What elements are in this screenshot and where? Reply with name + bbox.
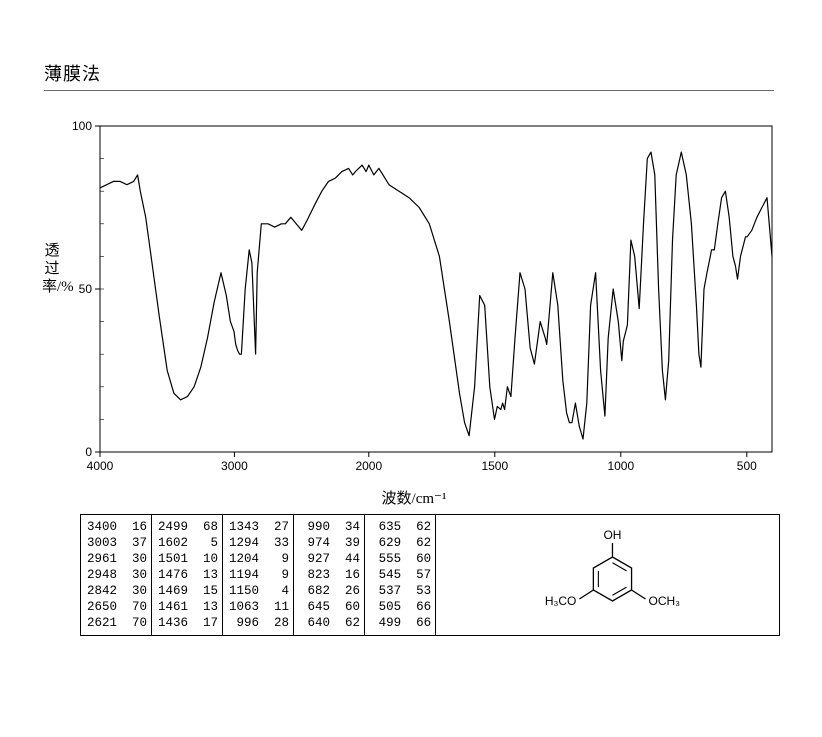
- svg-text:4000: 4000: [87, 459, 114, 473]
- bottom-panel: 3400 16 3003 37 2961 30 2948 30 2842 30 …: [80, 514, 780, 636]
- svg-text:0: 0: [85, 445, 92, 459]
- peak-column: 3400 16 3003 37 2961 30 2948 30 2842 30 …: [81, 515, 152, 635]
- svg-text:OH: OH: [604, 528, 622, 542]
- spectrum-svg: 4000 3000 2000 1500 1000 500 0 50 100: [44, 112, 784, 482]
- svg-text:3000: 3000: [221, 459, 248, 473]
- peak-column: 990 34 974 39 927 44 823 16 682 26 645 6…: [294, 515, 365, 635]
- peak-column: 2499 68 1602 5 1501 10 1476 13 1469 15 1…: [152, 515, 223, 635]
- page-title: 薄膜法: [44, 64, 101, 84]
- title-rule: [44, 90, 774, 91]
- svg-text:1000: 1000: [607, 459, 634, 473]
- ir-spectrum-chart: 透过率/% 40003000200015001000500050100 波数/c…: [44, 112, 784, 482]
- page: 薄膜法 透过率/% 40003000200015001000500050100 …: [0, 0, 822, 737]
- structure-cell: OH H₃CO OCH₃: [436, 515, 779, 635]
- svg-text:50: 50: [79, 282, 93, 296]
- peak-column: 635 62 629 62 555 60 545 57 537 53 505 6…: [365, 515, 436, 635]
- structure-svg: OH H₃CO OCH₃: [436, 515, 779, 635]
- title-area: 薄膜法: [44, 60, 774, 99]
- svg-text:500: 500: [737, 459, 757, 473]
- peak-column: 1343 27 1294 33 1204 9 1194 9 1150 4 106…: [223, 515, 294, 635]
- svg-text:H₃CO: H₃CO: [545, 594, 577, 608]
- svg-text:100: 100: [72, 119, 92, 133]
- y-axis-label: 透过率/%: [42, 242, 62, 296]
- svg-text:OCH₃: OCH₃: [649, 594, 681, 608]
- svg-text:2000: 2000: [355, 459, 382, 473]
- svg-text:1500: 1500: [481, 459, 508, 473]
- x-axis-label: 波数/cm⁻¹: [44, 487, 784, 508]
